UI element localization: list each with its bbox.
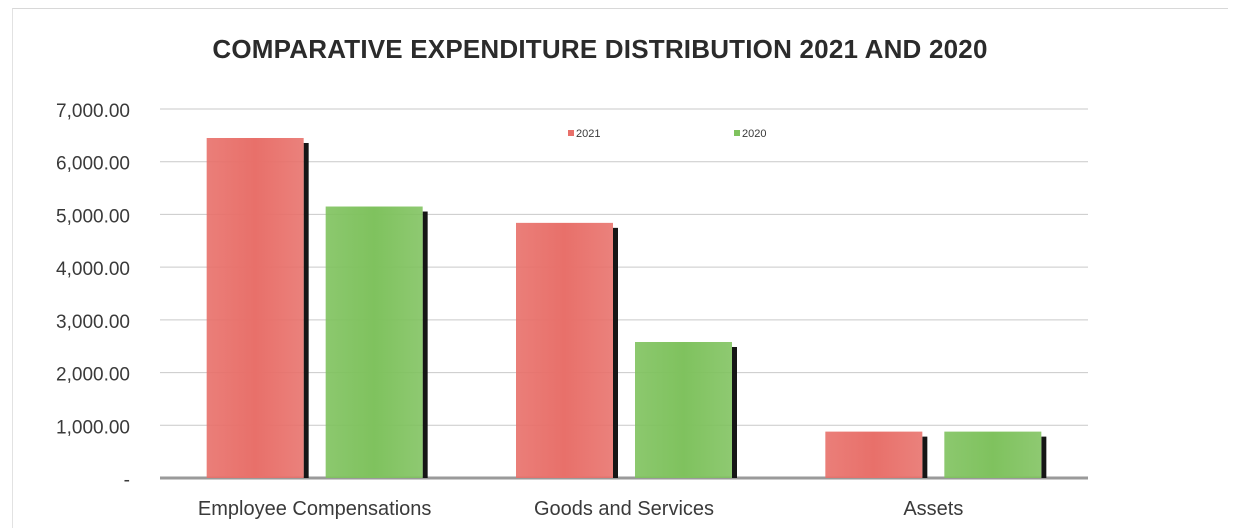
bar-shadow [1041,436,1047,478]
y-tick-label: 6,000.00 [56,154,130,175]
x-tick-label: Employee Compensations [198,498,431,519]
y-tick-label: 4,000.00 [56,259,130,280]
legend-swatch [734,130,740,136]
bar-2020 [944,431,1042,478]
y-tick-label: 1,000.00 [56,417,130,438]
bar-2021 [825,431,923,478]
chart-title: COMPARATIVE EXPENDITURE DISTRIBUTION 202… [212,34,988,64]
legend-label: 2021 [576,128,600,140]
bar-2021 [206,137,304,478]
legend-swatch [568,130,574,136]
y-tick-label: 5,000.00 [56,206,130,227]
y-tick-label: 7,000.00 [56,101,130,122]
bar-2020 [635,341,732,478]
y-tick-label: 3,000.00 [56,312,130,333]
bar-shadow [613,227,618,478]
bar-shadow [303,142,309,478]
legend-label: 2020 [742,128,766,140]
y-tick-label: 2,000.00 [56,365,130,386]
chart-frame [12,8,1228,528]
x-tick-label: Goods and Services [534,498,714,519]
bar-shadow [732,346,737,478]
x-tick-label: Assets [903,498,963,519]
y-tick-label: - [124,470,130,491]
bar-2020 [325,206,423,478]
bar-shadow [922,436,928,478]
bar-shadow [422,211,428,478]
bar-2021 [516,222,613,478]
